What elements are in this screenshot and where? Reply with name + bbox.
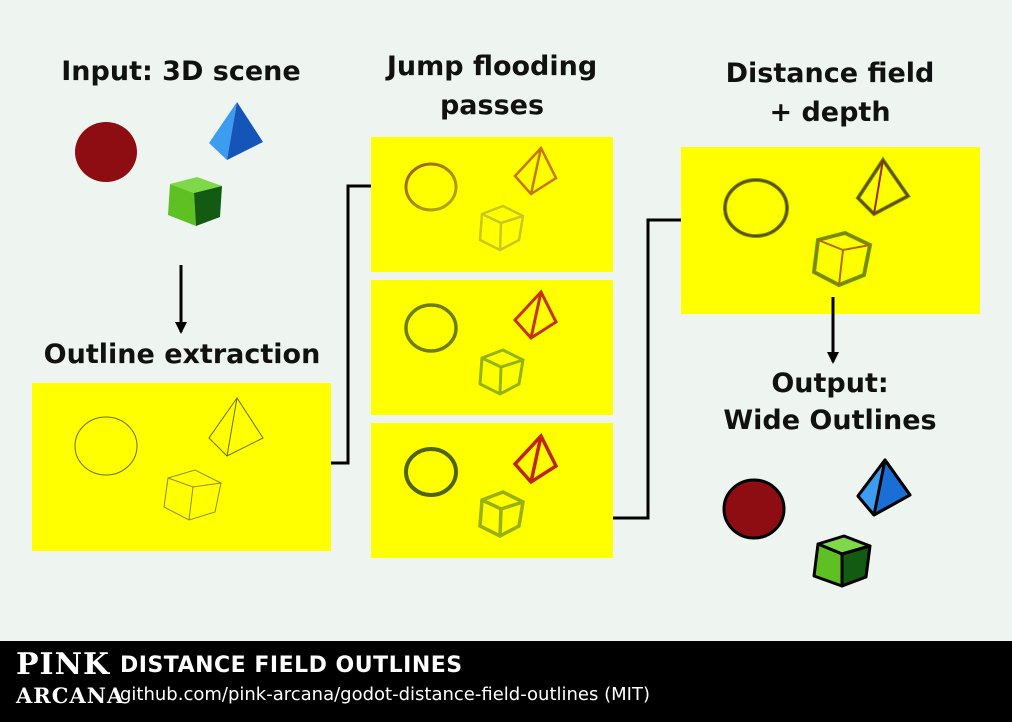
output-sphere-icon xyxy=(722,478,786,540)
input-label: Input: 3D scene xyxy=(61,56,301,87)
distance-pyramid-icon xyxy=(855,156,911,217)
logo-arcana: ARCANA xyxy=(16,683,125,708)
output-cube-icon xyxy=(812,534,872,588)
jump2-pyramid-icon xyxy=(512,289,558,340)
sphere-icon xyxy=(75,122,137,182)
jump-label-line2: passes xyxy=(439,90,545,121)
output-label-line2: Wide Outlines xyxy=(723,405,937,436)
arrow-outline-to-jump xyxy=(331,180,385,465)
jump-panel-3 xyxy=(371,423,613,558)
outline-sphere-icon xyxy=(74,416,138,476)
output-label-line1: Output: xyxy=(771,368,889,399)
distance-label-line2: + depth xyxy=(769,97,891,128)
logo-pink: PINK xyxy=(16,647,111,682)
cube-icon xyxy=(168,177,222,226)
outline-label: Outline extraction xyxy=(43,339,321,370)
jump-label-line1: Jump flooding xyxy=(386,51,598,82)
input-scene xyxy=(75,102,263,226)
jump3-cube-icon xyxy=(478,490,525,538)
outline-pyramid-icon xyxy=(208,397,264,457)
pipeline-diagram xyxy=(32,102,980,588)
outline-cube-icon xyxy=(163,469,222,521)
jump1-cube-icon xyxy=(478,204,525,252)
jump2-sphere-icon xyxy=(404,303,458,353)
footer-title: DISTANCE FIELD OUTLINES xyxy=(120,653,463,678)
footer-link[interactable]: github.com/pink-arcana/godot-distance-fi… xyxy=(120,684,650,705)
pyramid-icon xyxy=(209,102,263,160)
jump3-sphere-icon xyxy=(404,447,458,497)
distance-label-line1: Distance field xyxy=(725,58,935,89)
jump2-cube-icon xyxy=(478,348,525,396)
outline-panel xyxy=(32,383,331,551)
output-scene xyxy=(722,458,912,588)
distance-cube-icon xyxy=(811,230,873,288)
jump1-sphere-icon xyxy=(404,162,458,212)
jump3-pyramid-icon xyxy=(512,432,559,485)
distance-panel xyxy=(681,147,980,314)
jump1-pyramid-icon xyxy=(513,145,558,196)
arrow-jump-to-distance xyxy=(613,214,694,520)
jump-panel-1 xyxy=(371,137,613,272)
jump-panel-2 xyxy=(371,280,613,415)
output-pyramid-icon xyxy=(856,458,912,517)
footer-bar: PINK ARCANA DISTANCE FIELD OUTLINES gith… xyxy=(0,641,1012,722)
